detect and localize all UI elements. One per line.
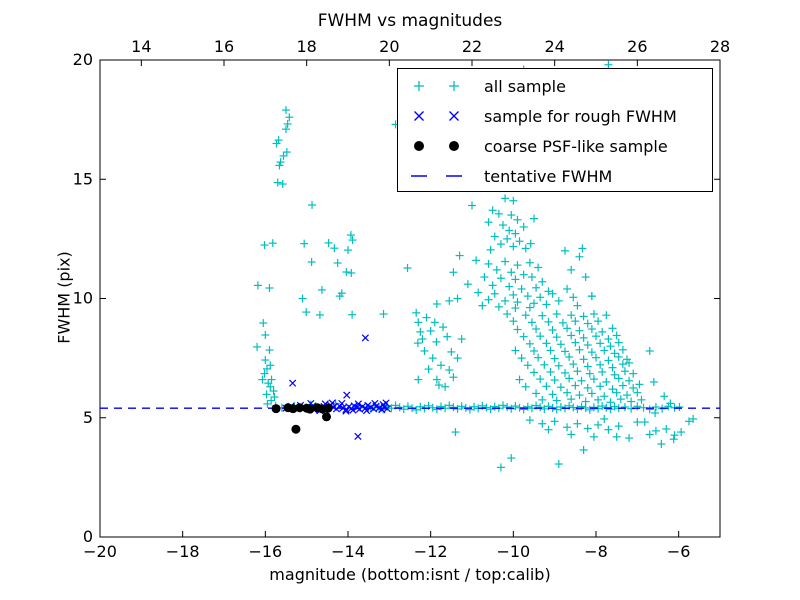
tick-label: 22 — [462, 37, 482, 56]
x-marker-icon — [414, 111, 459, 121]
y-ticks: 0 5 10 15 20 — [73, 50, 720, 546]
legend-item-tentative-fwhm: tentative FWHM — [408, 161, 712, 191]
all-sample-points — [253, 60, 698, 472]
tick-label: −20 — [83, 542, 117, 561]
tick-label: 24 — [544, 37, 564, 56]
tick-label: −16 — [248, 542, 282, 561]
tick-label: −6 — [667, 542, 691, 561]
tick-label: 18 — [296, 37, 316, 56]
tick-label: 14 — [131, 37, 151, 56]
y-axis-label: FWHM (pix) — [54, 251, 74, 344]
tick-label: −8 — [584, 542, 608, 561]
x-top-ticks: 14 16 18 20 22 24 26 28 — [131, 37, 730, 66]
legend-item-psf-sample: coarse PSF-like sample — [408, 131, 712, 161]
tick-label: 10 — [73, 289, 93, 308]
tick-label: 20 — [73, 50, 93, 69]
tick-label: −18 — [166, 542, 200, 561]
tick-label: 20 — [379, 37, 399, 56]
x-axis-label: magnitude (bottom:isnt / top:calib) — [269, 565, 551, 584]
tick-label: 16 — [214, 37, 234, 56]
legend-label: tentative FWHM — [484, 166, 613, 186]
plus-marker-icon — [414, 81, 459, 91]
x-bottom-ticks: −20 −18 −16 −14 −12 −10 −8 −6 — [83, 531, 690, 561]
plot-title: FWHM vs magnitudes — [317, 11, 503, 31]
dashed-line-icon — [411, 175, 462, 177]
psf-sample-points — [271, 403, 333, 434]
legend-box: all sample sample for rough FWHM coarse … — [397, 68, 713, 192]
tick-label: 5 — [83, 408, 93, 427]
tick-label: 26 — [627, 37, 647, 56]
tick-label: 15 — [73, 169, 93, 188]
legend-item-rough-fwhm: sample for rough FWHM — [408, 101, 712, 131]
tick-label: −14 — [331, 542, 365, 561]
rough-fwhm-points — [282, 334, 391, 440]
legend-label: sample for rough FWHM — [484, 106, 677, 126]
legend-label: all sample — [484, 76, 566, 96]
tick-label: 28 — [710, 37, 730, 56]
tick-label: −12 — [414, 542, 448, 561]
legend-label: coarse PSF-like sample — [484, 136, 668, 156]
tick-label: −10 — [496, 542, 530, 561]
legend-item-all-sample: all sample — [408, 71, 712, 101]
tick-label: 0 — [83, 527, 93, 546]
dot-marker-icon — [414, 141, 459, 151]
